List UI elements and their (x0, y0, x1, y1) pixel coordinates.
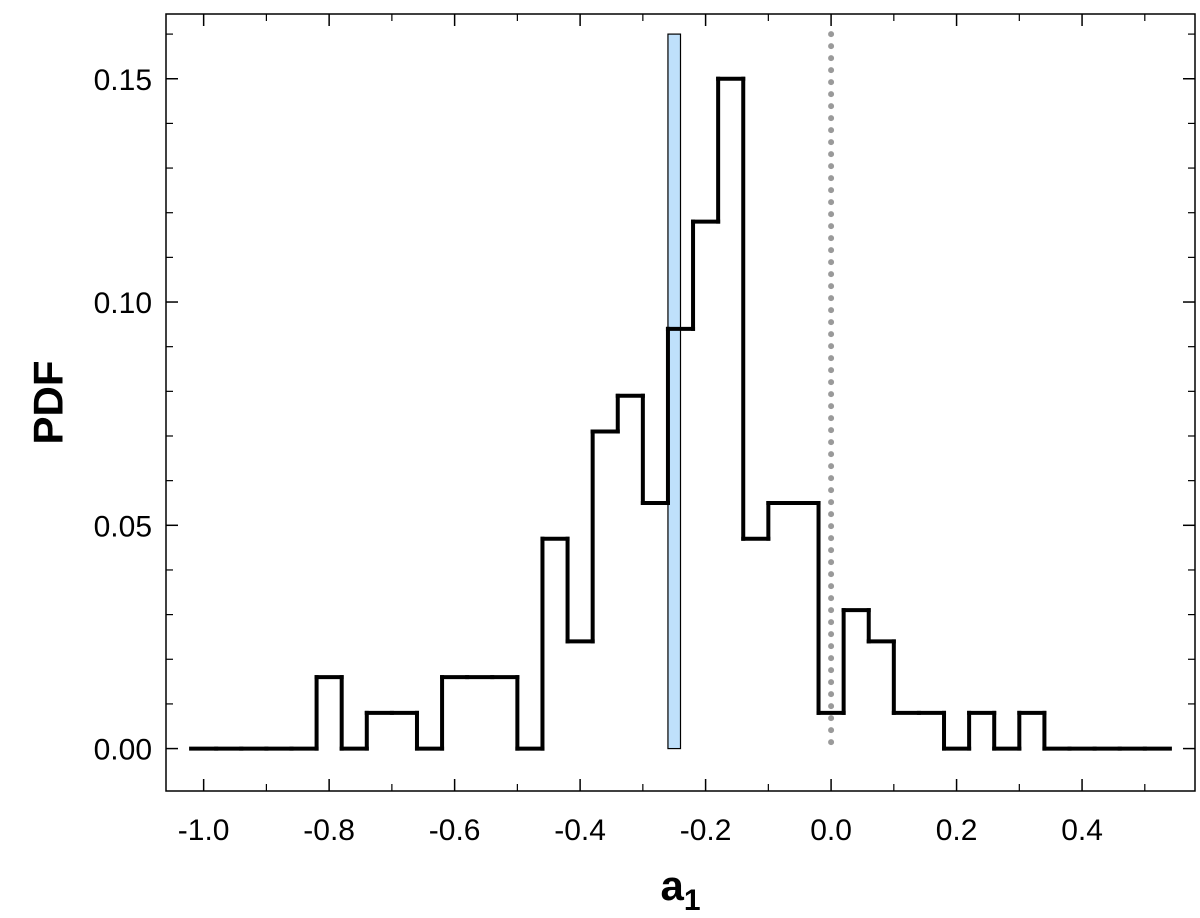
x-tick-label: -0.2 (680, 814, 732, 847)
y-axis-title: PDF (25, 361, 72, 445)
x-axis-title-subscript: 1 (684, 884, 701, 917)
x-tick-label: -0.8 (303, 814, 355, 847)
y-tick-label: 0.10 (94, 287, 152, 320)
x-axis-title-main: a (660, 862, 684, 909)
histogram-series-layer (189, 76, 1172, 751)
y-tick-label: 0.00 (94, 734, 152, 767)
x-axis-title: a1 (660, 862, 700, 917)
plot-frame (165, 13, 1196, 792)
x-tick-label: -0.4 (554, 814, 606, 847)
x-tick-label: -1.0 (178, 814, 230, 847)
x-tick-labels: -1.0 -0.8 -0.6 -0.4 -0.2 0.0 0.2 0.4 (178, 814, 1103, 847)
x-tick-label: 0.4 (1061, 814, 1103, 847)
y-tick-labels: 0.00 0.05 0.10 0.15 (94, 64, 152, 767)
x-tick-label: -0.6 (429, 814, 481, 847)
x-tick-label: 0.2 (936, 814, 978, 847)
y-tick-label: 0.05 (94, 510, 152, 543)
axis-ticks (166, 14, 1195, 791)
y-tick-label: 0.15 (94, 64, 152, 97)
x-tick-label: 0.0 (810, 814, 852, 847)
